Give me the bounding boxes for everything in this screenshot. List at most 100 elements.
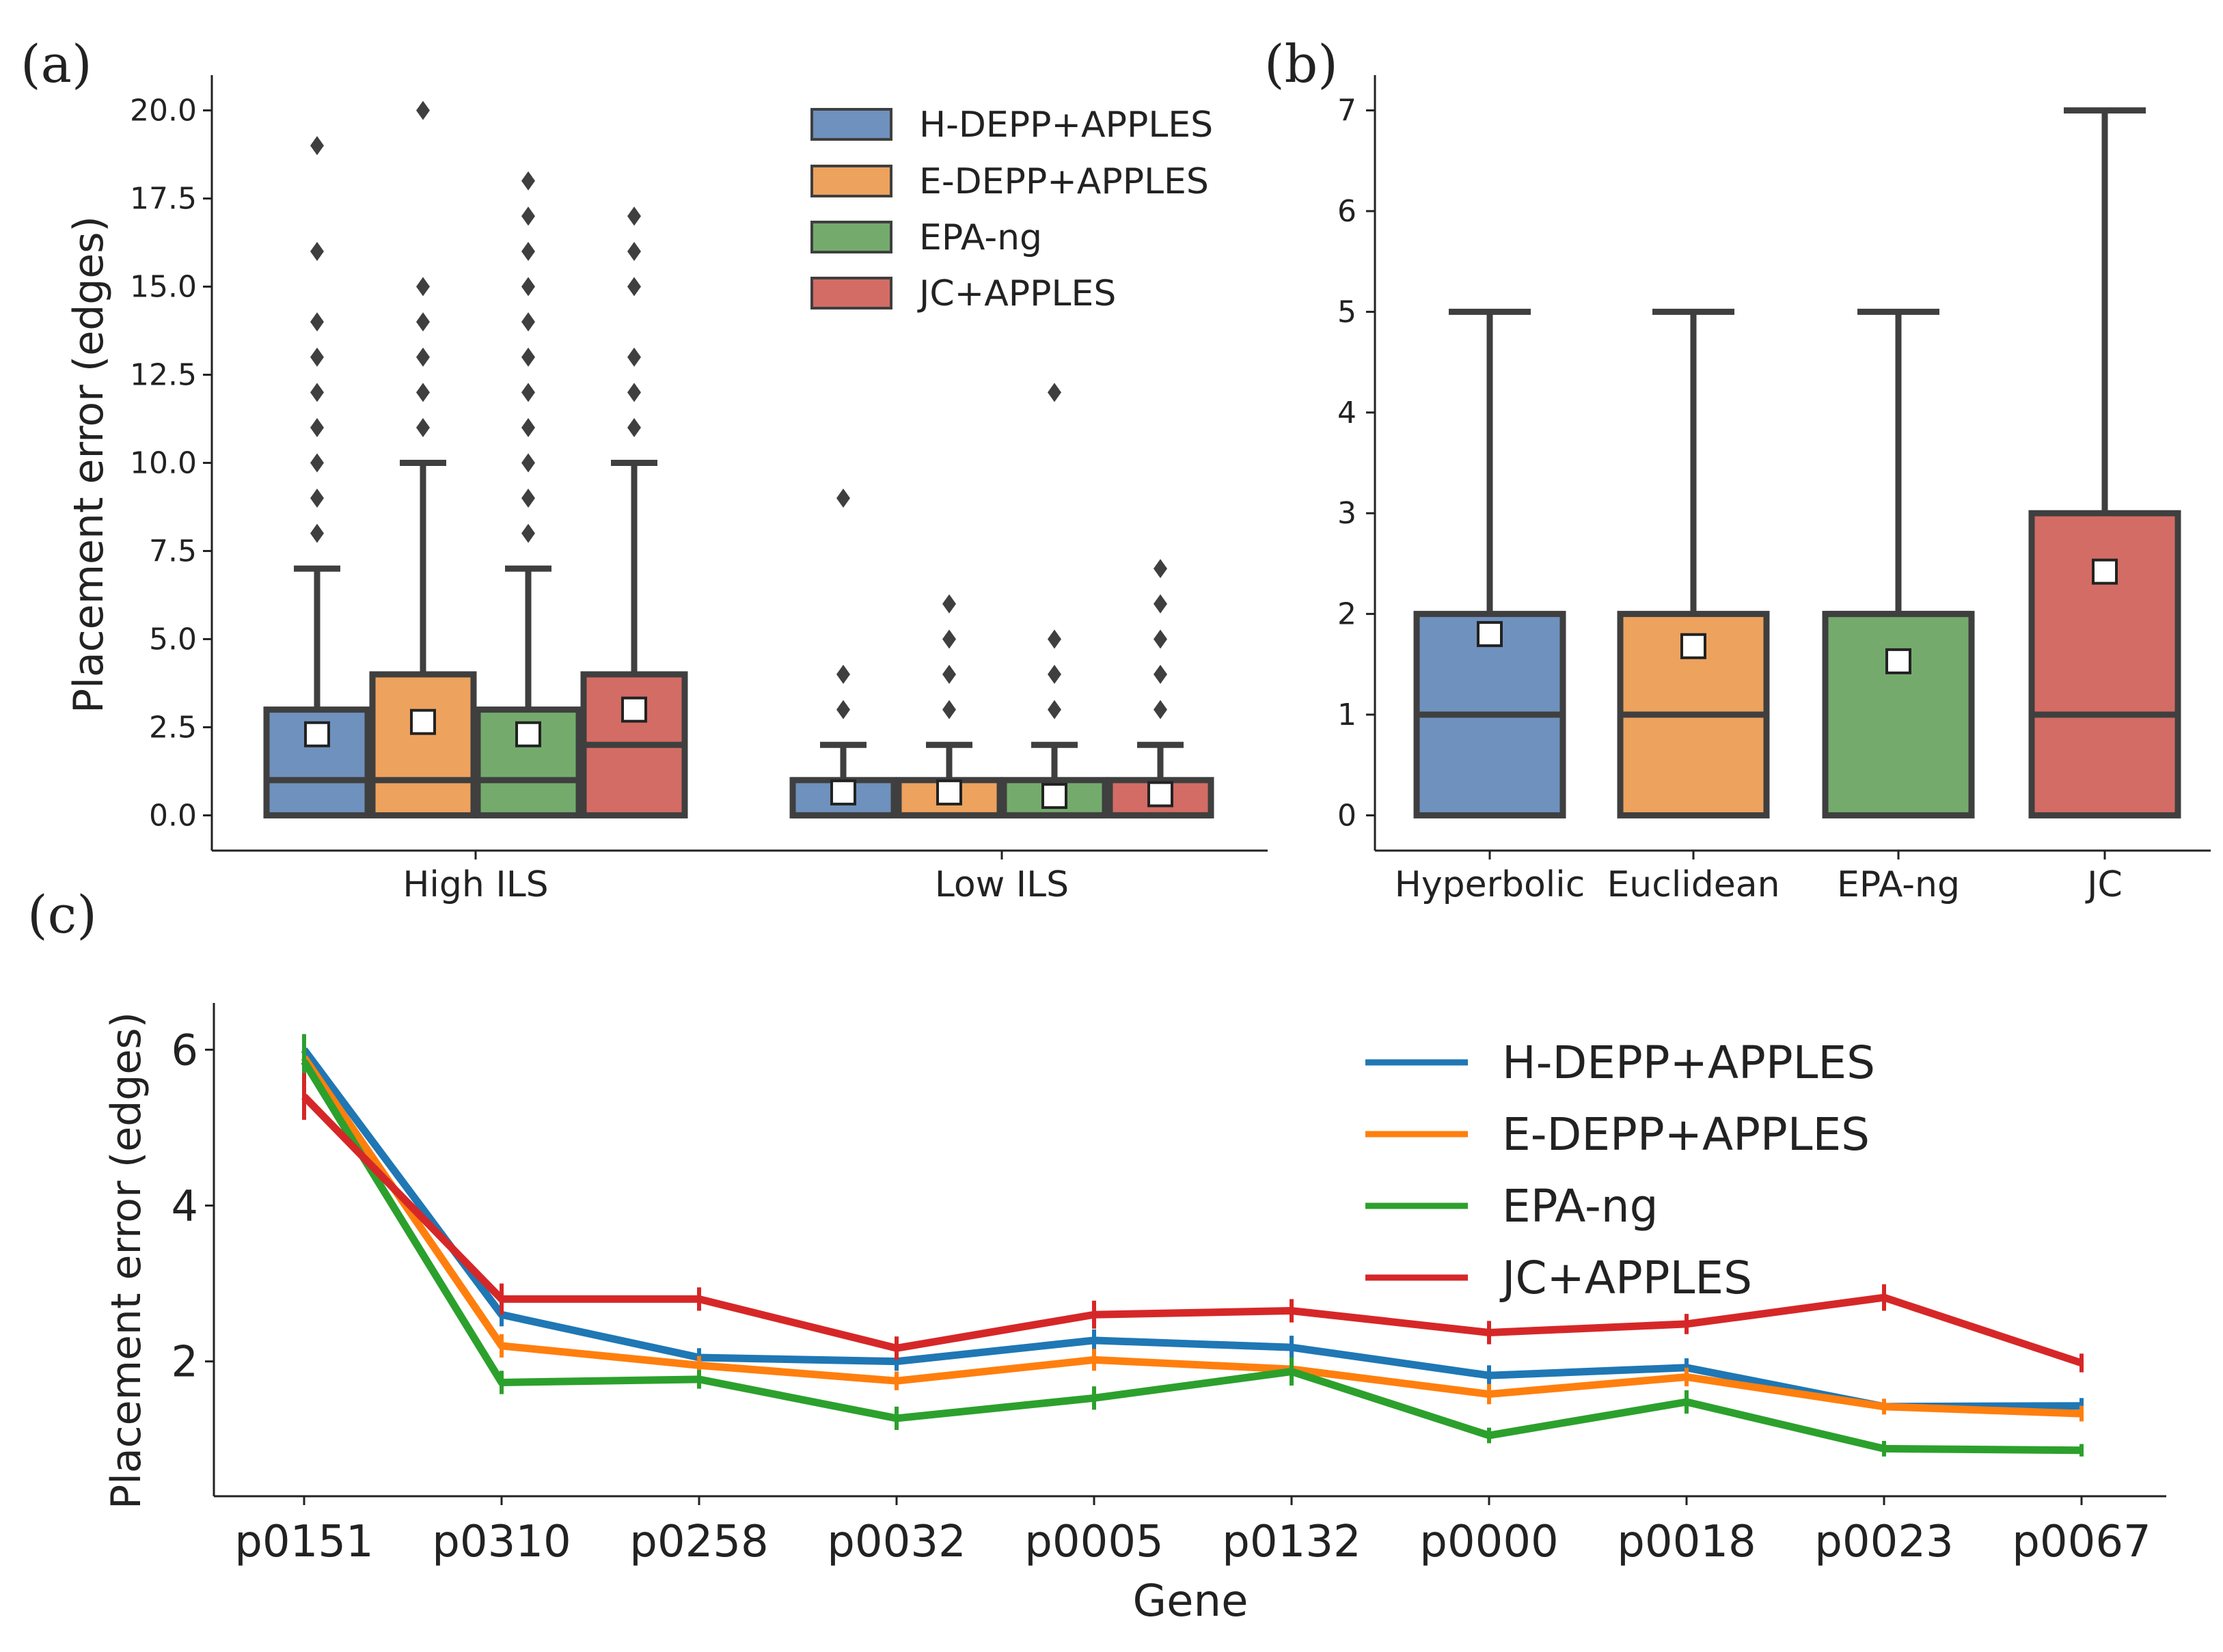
panel-a-h-depp-apples-high-ils-outlier-6 xyxy=(310,312,324,332)
panel-b-y-tick-label: 0 xyxy=(1337,798,1356,833)
panel-a-e-depp-apples-low-ils-outlier-1 xyxy=(942,665,956,685)
legend-swatch-e-depp xyxy=(810,165,892,197)
panel-b-x-tick-label-epa-ng: EPA-ng xyxy=(1837,864,1960,905)
panel-a-h-depp-apples-high-ils-mean-marker xyxy=(304,721,330,747)
panel-b-x-tick-label-hyperbolic: Hyperbolic xyxy=(1395,864,1585,905)
panel-b-y-tick-label: 1 xyxy=(1337,698,1356,732)
panel-a-epa-ng-high-ils-outlier-9 xyxy=(521,206,535,226)
panel-a-y-tick-label: 5.0 xyxy=(149,622,197,657)
panel-a-e-depp-apples-low-ils-mean-marker xyxy=(936,779,962,806)
legend-label-e-depp: E-DEPP+APPLES xyxy=(1502,1108,1870,1161)
panel-a-x-tick-label-low-ils: Low ILS xyxy=(935,864,1069,905)
panel-a-epa-ng-high-ils-outlier-7 xyxy=(521,277,535,297)
panel-a-e-depp-apples-high-ils-outlier-4 xyxy=(416,277,430,297)
panel-b-marks xyxy=(1413,107,2181,818)
panel-a-e-depp-apples-high-ils-outlier-3 xyxy=(416,312,430,332)
panel-label-b: (b) xyxy=(1264,33,1338,94)
panel-a-jc-apples-high-ils-outlier-1 xyxy=(627,383,641,402)
panel-b-jc-box xyxy=(2028,510,2181,818)
panel-a-h-depp-apples-high-ils-outlier-3 xyxy=(310,417,324,437)
panel-a-jc-apples-high-ils-mean-marker xyxy=(621,696,647,723)
panel-a-jc-apples-high-ils-outlier-3 xyxy=(627,277,641,297)
panel-c-x-tick-label-p0032: p0032 xyxy=(827,1517,966,1567)
panel-a-e-depp-apples-low-ils-outlier-0 xyxy=(942,700,956,719)
panel-a-e-depp-apples-low-ils-outlier-2 xyxy=(942,629,956,649)
panel-b-y-tick-label: 5 xyxy=(1337,294,1356,329)
panel-a-epa-ng-high-ils-outlier-8 xyxy=(521,241,535,261)
panel-c-y-tick-label: 2 xyxy=(172,1337,198,1387)
panel-a-epa-ng-high-ils-outlier-10 xyxy=(521,171,535,191)
panel-a-epa-ng-high-ils-outlier-6 xyxy=(521,312,535,332)
panel-a-epa-ng-low-ils-outlier-2 xyxy=(1048,629,1061,649)
panel-a-h-depp-apples-high-ils-outlier-2 xyxy=(310,453,324,473)
panel-a-jc-apples-high-ils-outlier-5 xyxy=(627,206,641,226)
panel-a-y-tick-label: 10.0 xyxy=(130,446,197,481)
panel-c-legend: H-DEPP+APPLES E-DEPP+APPLES EPA-ng JC+AP… xyxy=(1365,1036,1875,1304)
panel-c-x-tick-label-p0310: p0310 xyxy=(432,1517,571,1567)
panel-b-axes: 0 1 2 3 4 5 6 7 Hyperbolic Euclidean EPA-ng JC xyxy=(1337,75,2211,905)
panel-a-y-tick-label: 17.5 xyxy=(130,182,197,217)
legend-swatch-epa-ng xyxy=(810,221,892,253)
panel-c-series-e-depp-apples-line xyxy=(301,1055,2082,1418)
panel-c-line-chart: 2 4 6 p0151 p0310 p0258 p0032 p0005 p0132 p0000 p0… xyxy=(103,1003,2166,1627)
panel-a-epa-ng-low-ils-outlier-1 xyxy=(1048,665,1061,685)
panel-b-box-chart: 0 1 2 3 4 5 6 7 Hyperbolic Euclidean EPA-ng JC xyxy=(1337,75,2211,905)
legend-label-epa-ng: EPA-ng xyxy=(1502,1180,1659,1233)
panel-a-epa-ng-high-ils-outlier-2 xyxy=(521,453,535,473)
panel-a-e-depp-apples-high-ils-outlier-0 xyxy=(416,417,430,437)
panel-c-axes: 2 4 6 p0151 p0310 p0258 p0032 p0005 p0132 p0000 p0… xyxy=(172,1003,2166,1567)
panel-a-y-tick-label: 12.5 xyxy=(130,358,197,393)
panel-c-y-tick-label: 6 xyxy=(172,1025,198,1075)
panel-a-h-depp-apples-low-ils-outlier-0 xyxy=(836,700,850,719)
panel-a-y-tick-label: 15.0 xyxy=(130,270,197,305)
legend-label-jc-apples: JC+APPLES xyxy=(917,273,1116,314)
panel-a-e-depp-apples-high-ils-outlier-2 xyxy=(416,347,430,367)
panel-a-jc-apples-low-ils-outlier-2 xyxy=(1154,629,1167,649)
panel-c-series-jc-apples-line xyxy=(301,1094,2083,1367)
panel-b-hyperbolic-mean-marker xyxy=(1477,621,1503,648)
legend-swatch-jc-apples xyxy=(810,277,892,309)
panel-c-x-tick-label-p0067: p0067 xyxy=(2012,1517,2151,1567)
panel-b-euclidean-mean-marker xyxy=(1680,633,1706,659)
panel-a-jc-apples-low-ils-outlier-0 xyxy=(1154,700,1167,719)
panel-b-x-tick-label-euclidean: Euclidean xyxy=(1607,864,1779,905)
panel-c-x-tick-label-p0258: p0258 xyxy=(629,1517,769,1567)
panel-b-y-tick-label: 6 xyxy=(1337,194,1356,229)
panel-a-epa-ng-high-ils-mean-marker xyxy=(515,721,541,747)
panel-a-e-depp-apples-low-ils-outlier-3 xyxy=(942,594,956,614)
panel-c-x-tick-label-p0023: p0023 xyxy=(1814,1517,1954,1567)
panel-b-y-tick-label: 3 xyxy=(1337,496,1356,531)
panel-a-y-axis-label: Placement error (edges) xyxy=(65,216,113,713)
panel-a-legend: H-DEPP+APPLES E-DEPP+APPLES EPA-ng JC+AP… xyxy=(810,105,1213,314)
legend-label-e-depp: E-DEPP+APPLES xyxy=(919,161,1209,202)
panel-a-y-tick-label: 0.0 xyxy=(149,798,197,833)
panel-a-x-tick-label-high-ils: High ILS xyxy=(403,864,548,905)
panel-a-epa-ng-high-ils-outlier-3 xyxy=(521,417,535,437)
panel-c-x-tick-label-p0151: p0151 xyxy=(234,1517,374,1567)
panel-label-c: (c) xyxy=(27,884,97,945)
panel-a-epa-ng-low-ils-mean-marker xyxy=(1041,783,1067,810)
panel-a-h-depp-apples-high-ils-outlier-7 xyxy=(310,241,324,261)
panel-c-y-axis-label: Placement error (edges) xyxy=(103,1012,150,1509)
panel-a-e-depp-apples-high-ils-mean-marker xyxy=(410,708,436,735)
panel-a-h-depp-apples-low-ils-mean-marker xyxy=(830,779,856,806)
panel-c-x-tick-label-p0018: p0018 xyxy=(1617,1517,1756,1567)
panel-a-axes: 0.0 2.5 5.0 7.5 10.0 12.5 15.0 17.5 20.0 High ILS… xyxy=(130,75,1268,905)
panel-b-y-tick-label: 4 xyxy=(1337,396,1356,430)
panel-a-y-tick-label: 20.0 xyxy=(130,94,197,128)
panel-c-x-tick-label-p0005: p0005 xyxy=(1024,1517,1164,1567)
panel-a-jc-apples-low-ils-outlier-1 xyxy=(1154,665,1167,685)
panel-a-e-depp-apples-high-ils-box xyxy=(369,671,477,818)
panel-a-jc-apples-low-ils-mean-marker xyxy=(1147,781,1173,808)
panel-label-a: (a) xyxy=(21,33,92,94)
panel-a-h-depp-apples-low-ils-outlier-1 xyxy=(836,665,850,685)
panel-a-jc-apples-low-ils-outlier-4 xyxy=(1154,559,1167,579)
panel-a-epa-ng-high-ils-outlier-5 xyxy=(521,347,535,367)
panel-c-x-axis-label: Gene xyxy=(1133,1576,1249,1627)
legend-label-h-depp: H-DEPP+APPLES xyxy=(919,105,1213,146)
panel-b-y-tick-label: 2 xyxy=(1337,597,1356,632)
panel-a-h-depp-apples-high-ils-outlier-4 xyxy=(310,383,324,402)
panel-a-epa-ng-high-ils-outlier-1 xyxy=(521,488,535,508)
legend-label-h-depp: H-DEPP+APPLES xyxy=(1502,1036,1875,1089)
